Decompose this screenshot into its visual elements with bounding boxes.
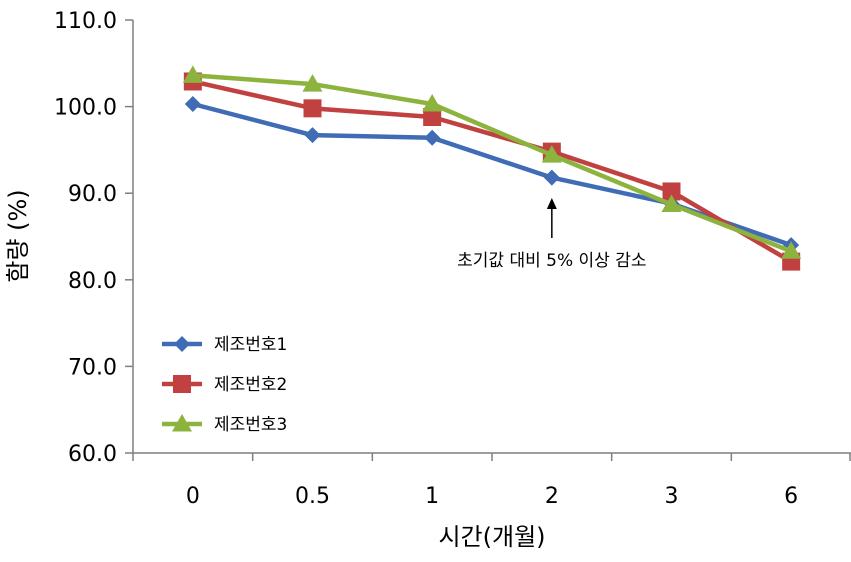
y-axis-title: 함량 (%): [4, 189, 32, 282]
y-axis: 110.0 100.0 90.0 80.0 70.0 60.0: [54, 9, 134, 467]
legend-marker: [173, 375, 191, 393]
data-point: [543, 169, 560, 186]
data-point: [182, 65, 203, 83]
legend-item-3: 제조번호3: [162, 414, 287, 435]
x-tick-label: 1: [425, 484, 439, 509]
legend-item-2: 제조번호2: [162, 375, 287, 395]
series-layer: [182, 65, 802, 271]
series-line: [192, 73, 792, 254]
legend-item-1: 제조번호1: [162, 335, 287, 355]
series-1: [184, 96, 800, 254]
legend-label: 제조번호3: [214, 415, 287, 435]
y-tick-label: 70.0: [68, 355, 117, 380]
y-tick-label: 90.0: [68, 182, 117, 207]
data-point: [184, 96, 201, 113]
data-point: [303, 99, 322, 118]
series-line: [192, 79, 793, 264]
y-tick-label: 100.0: [54, 96, 117, 121]
data-point: [422, 94, 443, 112]
y-tick-label: 80.0: [68, 269, 117, 294]
data-point: [423, 107, 442, 126]
annotation-label: 초기값 대비 5% 이상 감소: [457, 251, 646, 271]
data-point: [661, 194, 682, 212]
x-tick-label: 2: [545, 484, 559, 509]
series-3: [182, 65, 802, 259]
data-point: [424, 129, 441, 146]
x-axis: 0 0.5 1 2 3 6: [132, 452, 851, 509]
data-point: [541, 145, 562, 163]
y-tick-label: 60.0: [68, 442, 117, 467]
data-point: [781, 241, 802, 259]
x-tick-label: 0: [186, 484, 200, 509]
x-tick-label: 3: [665, 484, 679, 509]
data-point: [304, 127, 321, 144]
annotation: 초기값 대비 5% 이상 감소: [457, 198, 647, 271]
legend-marker: [172, 414, 192, 432]
x-tick-label: 0.5: [295, 484, 330, 509]
annotation-arrowhead: [546, 198, 557, 209]
data-point: [662, 182, 681, 201]
x-axis-title: 시간(개월): [438, 523, 545, 551]
legend: 제조번호1 제조번호2 제조번호3: [162, 335, 287, 435]
legend-label: 제조번호2: [214, 375, 287, 395]
data-point: [302, 74, 323, 92]
legend-label: 제조번호1: [214, 335, 287, 355]
series-line: [192, 101, 792, 248]
series-2: [183, 72, 801, 271]
legend-marker: [174, 336, 190, 352]
x-tick-label: 6: [784, 484, 798, 509]
y-tick-label: 110.0: [54, 9, 117, 34]
